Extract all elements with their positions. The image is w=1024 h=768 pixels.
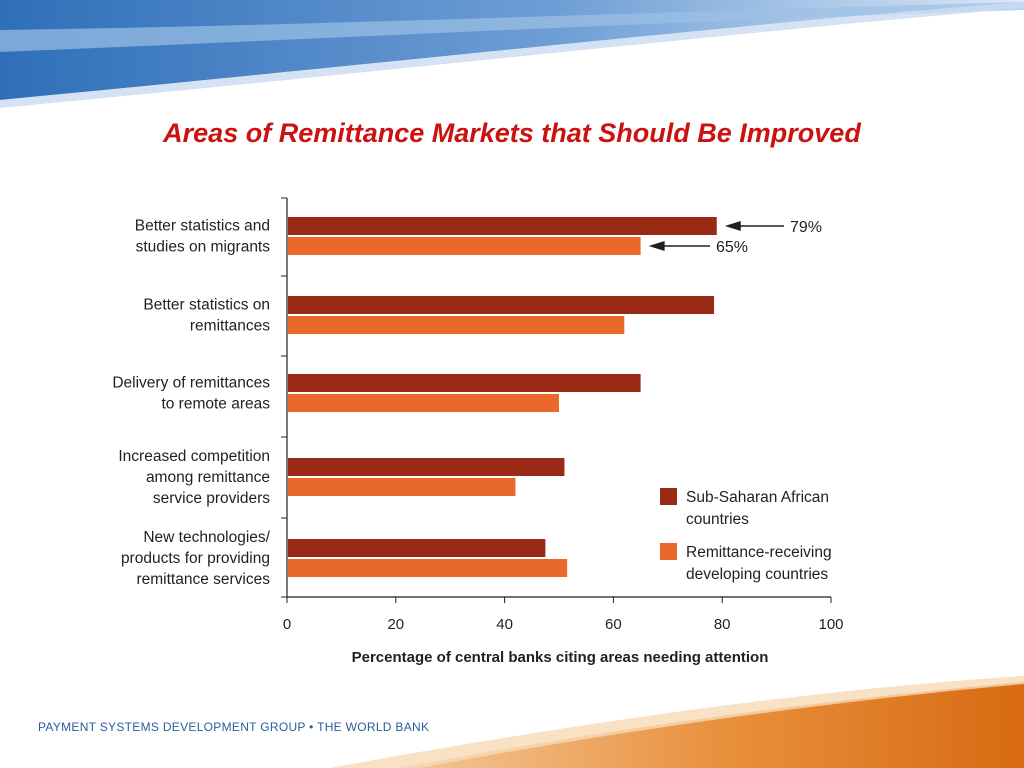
annotation-label: 79% [790,219,822,236]
category-label: Delivery of remittances [112,375,270,392]
x-axis-label: Percentage of central banks citing areas… [352,649,769,666]
category-label: products for providing [121,550,270,567]
category-label: to remote areas [161,396,270,413]
bar-developing [288,237,641,255]
category-label: Increased competition [118,448,270,465]
legend-swatch [660,543,677,560]
bar-developing [288,559,568,577]
x-tick-label: 40 [496,616,513,633]
bar-developing [288,394,559,412]
annotation-label: 65% [716,239,748,256]
category-label: remittance services [136,571,270,588]
x-tick-label: 60 [605,616,622,633]
category-label: among remittance [146,469,270,486]
bar-sub-saharan [288,296,715,314]
annotation-arrow-head [724,221,741,231]
category-label: Better statistics on [143,297,270,314]
legend-label: developing countries [686,566,828,583]
category-label: remittances [190,318,270,335]
footer-wave [330,676,1024,768]
header-banner [0,0,1024,108]
category-label: studies on migrants [136,239,271,256]
legend-label: Sub-Saharan African [686,489,829,506]
bar-developing [288,478,516,496]
category-label: service providers [153,490,270,507]
category-label: New technologies/ [143,529,270,546]
legend-label: Remittance-receiving [686,544,832,561]
bar-sub-saharan [288,458,565,476]
bar-sub-saharan [288,539,546,557]
slide-title: Areas of Remittance Markets that Should … [163,118,861,148]
x-tick-label: 0 [283,616,291,633]
x-tick-label: 100 [818,616,843,633]
legend-label: countries [686,511,749,528]
bar-sub-saharan [288,217,717,235]
bar-sub-saharan [288,374,641,392]
category-label: Better statistics and [135,218,270,235]
legend-swatch [660,488,677,505]
footer-text: PAYMENT SYSTEMS DEVELOPMENT GROUP • THE … [38,720,430,734]
annotation-arrow-head [648,241,665,251]
x-tick-label: 80 [714,616,731,633]
x-tick-label: 20 [387,616,404,633]
bar-developing [288,316,625,334]
